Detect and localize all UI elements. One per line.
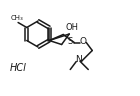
Text: HCl: HCl [10, 63, 27, 73]
Text: S: S [68, 37, 73, 46]
Text: O: O [80, 37, 87, 46]
Text: CH₃: CH₃ [11, 15, 24, 22]
Text: OH: OH [65, 24, 78, 33]
Text: N: N [75, 55, 82, 64]
